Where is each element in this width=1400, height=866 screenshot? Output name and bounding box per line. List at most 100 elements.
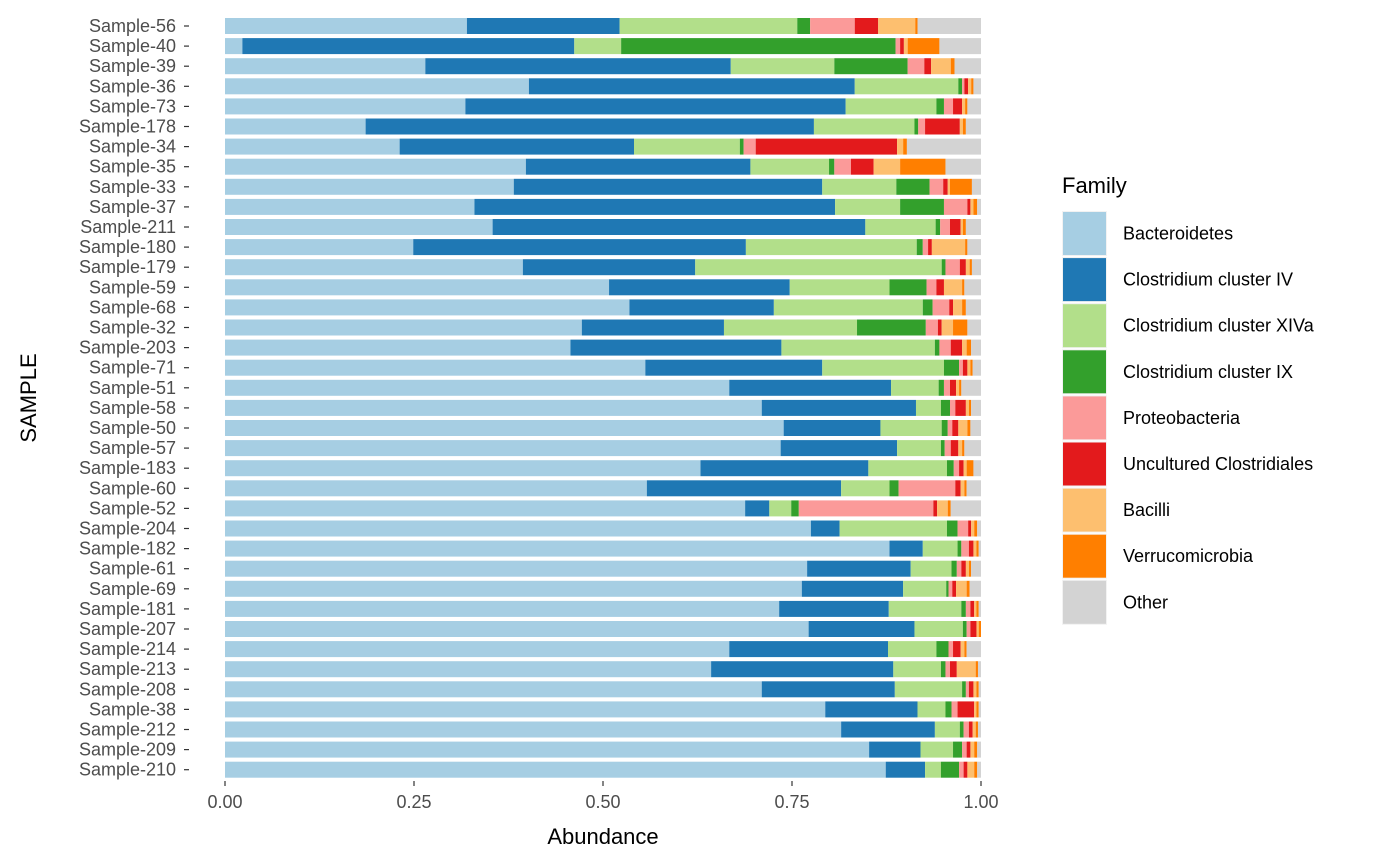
bar-segment-sample-181-uncultured-clostridiales (970, 600, 975, 617)
bar-segment-sample-60-clostridium-cluster-ix (889, 480, 899, 497)
bar-segment-sample-73-uncultured-clostridiales (953, 98, 963, 115)
bar-segment-sample-213-bacteroidetes (225, 661, 712, 678)
bar-segment-sample-56-verrucomicrobia (915, 18, 918, 34)
bar-segment-sample-178-bacteroidetes (225, 118, 366, 135)
bar-segment-sample-68-other (965, 299, 981, 316)
bar-segment-sample-36-clostridium-cluster-xiva (854, 78, 959, 95)
bar-segment-sample-69-bacilli (956, 580, 967, 597)
bar-segment-sample-212-clostridium-cluster-xiva (934, 721, 960, 738)
bar-segment-sample-39-bacteroidetes (225, 58, 426, 75)
bar-segment-sample-182-other (978, 540, 981, 557)
bar-segment-sample-40-bacilli (903, 38, 908, 55)
bar-segment-sample-61-bacteroidetes (225, 560, 808, 577)
bar-segment-sample-69-other (969, 580, 981, 597)
bar-segment-sample-73-clostridium-cluster-xiva (845, 98, 937, 115)
bar-segment-sample-35-clostridium-cluster-ix (829, 158, 835, 175)
bar-segment-sample-57-other (964, 440, 981, 457)
bar-segment-sample-56-proteobacteria (810, 18, 855, 34)
bar-segment-sample-38-other (978, 701, 981, 718)
bar-segment-sample-34-bacteroidetes (225, 138, 400, 155)
bar-segment-sample-61-other (971, 560, 981, 577)
bar-segment-sample-71-bacilli (967, 359, 971, 376)
bar-segment-sample-211-bacteroidetes (225, 219, 493, 235)
bar-segment-sample-178-clostridium-cluster-iv (365, 118, 814, 135)
bar-segment-sample-208-verrucomicrobia (976, 681, 979, 698)
bar-segment-sample-57-clostridium-cluster-iv (780, 440, 898, 457)
bar-segment-sample-37-clostridium-cluster-iv (474, 198, 836, 215)
bar-segment-sample-52-other (950, 500, 981, 517)
bar-segment-sample-203-verrucomicrobia (966, 339, 972, 356)
bar-segment-sample-38-clostridium-cluster-iv (825, 701, 918, 718)
bar-segment-sample-68-proteobacteria (932, 299, 950, 316)
bar-segment-sample-183-other (973, 460, 981, 477)
bar-segment-sample-179-clostridium-cluster-ix (941, 259, 946, 276)
y-tick-label: Sample-212 (79, 720, 176, 740)
bar-segment-sample-69-verrucomicrobia (966, 580, 970, 597)
legend-label: Other (1123, 592, 1168, 612)
x-tick-label: 0.50 (585, 792, 620, 812)
bar-segment-sample-212-bacilli (972, 721, 976, 738)
bar-segment-sample-211-clostridium-cluster-xiva (865, 219, 936, 235)
bar-segment-sample-39-clostridium-cluster-iv (425, 58, 731, 75)
bar-segment-sample-212-verrucomicrobia (975, 721, 978, 738)
bar-segment-sample-51-uncultured-clostridiales (950, 379, 957, 396)
bar-segment-sample-207-verrucomicrobia (978, 621, 981, 637)
bar-segment-sample-203-proteobacteria (939, 339, 951, 356)
bar-segment-sample-213-clostridium-cluster-xiva (893, 661, 941, 678)
bar-segment-sample-33-verrucomicrobia (950, 178, 972, 195)
bar-segment-sample-183-uncultured-clostridiales (959, 460, 964, 477)
y-tick-label: Sample-34 (89, 137, 176, 157)
bar-segment-sample-208-uncultured-clostridiales (968, 681, 974, 698)
bar-segment-sample-68-uncultured-clostridiales (949, 299, 954, 316)
bar-segment-sample-68-verrucomicrobia (962, 299, 966, 316)
bar-segment-sample-180-bacteroidetes (225, 239, 414, 256)
bar-segment-sample-211-clostridium-cluster-ix (935, 219, 941, 235)
y-tick-label: Sample-209 (79, 740, 176, 760)
bar-segment-sample-37-other (977, 198, 981, 215)
bar-segment-sample-179-verrucomicrobia (969, 259, 972, 276)
x-axis-title: Abundance (547, 824, 658, 849)
y-tick-label: Sample-37 (89, 197, 176, 217)
bar-segment-sample-36-clostridium-cluster-iv (528, 78, 855, 95)
bar-segment-sample-209-other (977, 741, 981, 758)
bar-segment-sample-58-bacteroidetes (225, 399, 762, 416)
bar-segment-sample-179-other (971, 259, 981, 276)
y-tick-label: Sample-59 (89, 277, 176, 297)
bar-segment-sample-56-clostridium-cluster-ix (797, 18, 811, 34)
y-tick-label: Sample-32 (89, 318, 176, 338)
bar-segment-sample-36-proteobacteria (962, 78, 965, 95)
bar-segment-sample-68-bacilli (953, 299, 963, 316)
bar-segment-sample-38-clostridium-cluster-xiva (917, 701, 946, 718)
bar-segment-sample-183-clostridium-cluster-ix (946, 460, 954, 477)
bar-segment-sample-203-clostridium-cluster-xiva (781, 339, 935, 356)
bar-segment-sample-57-bacteroidetes (225, 440, 781, 457)
x-tick-label: 1.00 (963, 792, 998, 812)
bar-segment-sample-61-clostridium-cluster-xiva (910, 560, 952, 577)
y-tick-label: Sample-61 (89, 559, 176, 579)
legend-key-proteobacteria (1063, 396, 1106, 440)
bars-layer (225, 18, 981, 778)
y-tick-label: Sample-179 (79, 257, 176, 277)
bar-segment-sample-71-uncultured-clostridiales (962, 359, 968, 376)
bar-segment-sample-209-bacteroidetes (225, 741, 870, 758)
bar-segment-sample-50-bacilli (958, 420, 968, 436)
x-tick-label: 0.75 (774, 792, 809, 812)
legend-key-bacteroidetes (1063, 212, 1106, 255)
bar-segment-sample-204-proteobacteria (957, 520, 969, 537)
legend-label: Bacilli (1123, 500, 1170, 520)
bar-segment-sample-59-bacteroidetes (225, 279, 610, 296)
legend-label: Proteobacteria (1123, 408, 1241, 428)
bar-segment-sample-40-clostridium-cluster-iv (242, 38, 575, 55)
bar-segment-sample-40-proteobacteria (895, 38, 901, 55)
bar-segment-sample-181-bacilli (974, 600, 977, 617)
bar-segment-sample-180-uncultured-clostridiales (928, 239, 932, 256)
bar-segment-sample-40-other (939, 38, 981, 55)
bar-segment-sample-61-bacilli (965, 560, 969, 577)
bar-segment-sample-38-uncultured-clostridiales (957, 701, 975, 718)
bar-segment-sample-181-verrucomicrobia (976, 600, 979, 617)
y-tick-label: Sample-213 (79, 659, 176, 679)
bar-segment-sample-56-bacilli (878, 18, 916, 34)
bar-segment-sample-203-uncultured-clostridiales (950, 339, 963, 356)
bar-segment-sample-214-proteobacteria (948, 641, 954, 658)
bar-segment-sample-71-clostridium-cluster-iv (645, 359, 823, 376)
